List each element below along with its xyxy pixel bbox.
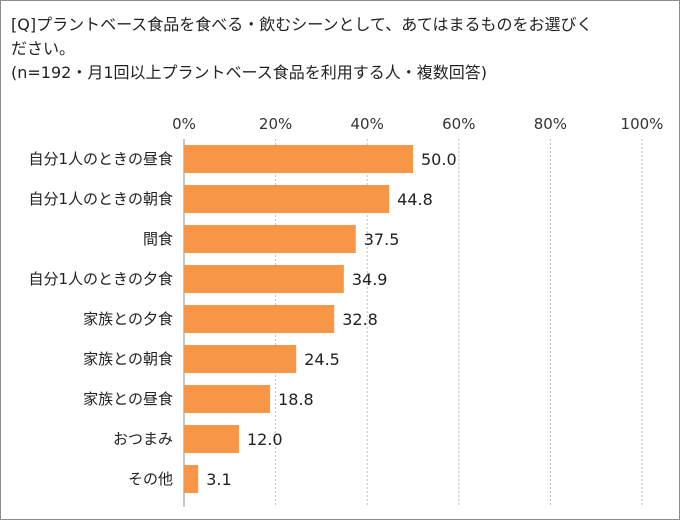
category-label: 自分1人のときの朝食 xyxy=(28,190,173,208)
question-text: [Q]プラントベース食品を食べる・飲むシーンとして、あてはまるものをお選びく だ… xyxy=(11,13,661,85)
category-label: 家族との夕食 xyxy=(83,310,173,328)
question-line-1: [Q]プラントベース食品を食べる・飲むシーンとして、あてはまるものをお選びく xyxy=(11,15,593,34)
category-label: その他 xyxy=(128,470,173,488)
bar xyxy=(184,345,297,373)
category-label: 間食 xyxy=(143,230,173,248)
data-label: 50.0 xyxy=(421,150,457,169)
bar xyxy=(184,145,413,173)
x-tick-label: 80% xyxy=(534,115,567,133)
data-label: 3.1 xyxy=(206,470,231,489)
bar xyxy=(184,265,344,293)
data-label: 24.5 xyxy=(304,350,340,369)
bar xyxy=(184,225,356,253)
category-label: おつまみ xyxy=(113,430,173,448)
category-label: 自分1人のときの夕食 xyxy=(28,270,173,288)
x-tick-label: 40% xyxy=(351,115,384,133)
data-label: 37.5 xyxy=(364,230,400,249)
bar xyxy=(184,305,335,333)
x-tick-label: 20% xyxy=(259,115,292,133)
bar xyxy=(184,425,239,453)
x-tick-label: 0% xyxy=(172,115,196,133)
data-label: 44.8 xyxy=(397,190,433,209)
category-label: 家族との昼食 xyxy=(83,390,173,408)
data-label: 34.9 xyxy=(352,270,388,289)
x-tick-label: 100% xyxy=(621,115,664,133)
category-label: 自分1人のときの昼食 xyxy=(28,150,173,168)
category-label: 家族との朝食 xyxy=(83,350,173,368)
question-subtitle: (n=192・月1回以上プラントベース食品を利用する人・複数回答) xyxy=(11,63,487,82)
x-tick-label: 60% xyxy=(442,115,475,133)
data-label: 18.8 xyxy=(278,390,314,409)
bar xyxy=(184,465,199,493)
data-label: 32.8 xyxy=(342,310,378,329)
question-line-2: ださい。 xyxy=(11,39,76,58)
data-label: 12.0 xyxy=(247,430,283,449)
bar xyxy=(184,185,390,213)
bar xyxy=(184,385,271,413)
